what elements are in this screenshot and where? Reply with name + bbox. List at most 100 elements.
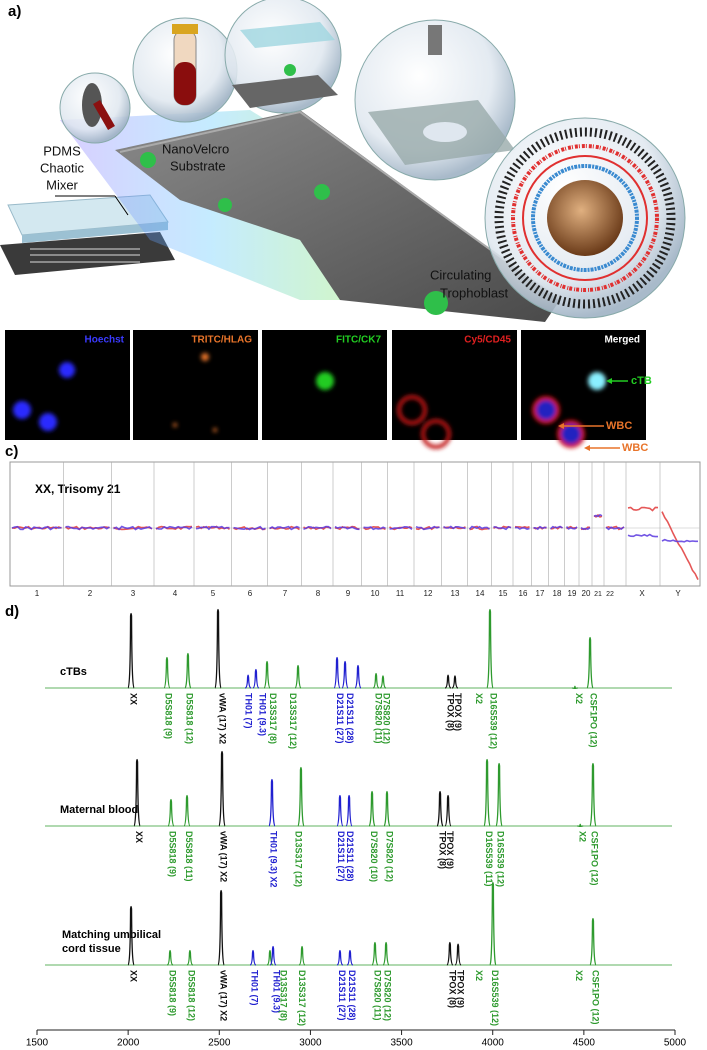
annotation: WBC [606, 420, 632, 432]
panel-c: 1 2 3 4 5 6 7 8 9 10 11 12 13 14 15 16 17 18 19 20 21 22 X Y [10, 462, 700, 598]
peak-label: D7S820 (12) [383, 970, 393, 1021]
chromosome-label: 5 [211, 589, 216, 598]
chromosome-label: 7 [283, 589, 288, 598]
image-tile [133, 330, 258, 440]
peak [444, 794, 452, 827]
peak-label: D21S11 (27) [335, 693, 345, 744]
peak-label: D5S818 (11) [184, 831, 194, 882]
peak-label: TPOX (9) [453, 693, 463, 731]
peak-label: D21S11 (27) [337, 970, 347, 1021]
chromosome-label: 3 [131, 589, 136, 598]
peak-label: X2 [578, 831, 588, 842]
peak-label: D5S818 (12) [187, 970, 197, 1021]
peak-label: D16S539 (12) [496, 831, 506, 887]
peak-label: D21S11 (28) [345, 831, 355, 882]
peak-label: TPOX (9) [456, 970, 466, 1008]
channel-label: Merged [604, 335, 640, 346]
cnv-frame [9, 461, 701, 587]
chromosome-label: 10 [371, 589, 380, 598]
peak [354, 664, 362, 689]
label-line: Trophoblast [440, 285, 509, 300]
label-line: Circulating [430, 267, 491, 282]
cnv-trace [593, 513, 603, 518]
slide-hole [423, 122, 467, 142]
nanovelcro-substrate [115, 110, 560, 322]
cnv-trace [514, 526, 530, 531]
peak-label: CSF1PO (12) [590, 970, 600, 1025]
cnv-trace [661, 511, 699, 580]
peak-label: D7S820 (11) [373, 970, 383, 1021]
cell-images [13, 353, 606, 449]
chromosome-label: 12 [424, 589, 433, 598]
cnv-trace [303, 525, 332, 530]
chromosome-label: 8 [316, 589, 321, 598]
chromosome-label: 22 [606, 591, 614, 598]
peak [127, 612, 135, 689]
peak [446, 941, 454, 966]
cnv-trace [155, 525, 193, 530]
cnv-trace [605, 526, 625, 531]
label-line: PDMS [43, 143, 81, 158]
panel-label: c) [5, 443, 18, 460]
peak-label: D16S539 (12) [488, 693, 498, 749]
peak-label: D16S539 (12) [490, 970, 500, 1026]
peak-label: CSF1PO (12) [590, 831, 600, 886]
peak-label: TH01 (7) [250, 970, 260, 1006]
circos-ring-red [511, 144, 659, 292]
peak-label: D13S317 (12) [288, 693, 298, 749]
peak [589, 917, 597, 966]
substrate-label: NanoVelcro Substrate [162, 141, 229, 173]
panel-label: d) [5, 603, 19, 620]
peak-label: X2 [474, 970, 484, 981]
chromosome-label: 16 [519, 589, 528, 598]
annotation-arrows [558, 378, 628, 451]
fetus-image [547, 180, 623, 256]
peak-label: D21S11 (28) [347, 970, 357, 1021]
cnv-trace [443, 525, 466, 530]
cnv-trace [493, 525, 512, 531]
cell [284, 64, 296, 76]
peak [495, 762, 503, 827]
cnv-title: XX, Trisomy 21 [35, 482, 121, 496]
cnv-trace [468, 525, 490, 530]
circos-ideogram [494, 127, 676, 309]
channel-label: Cy5/CD45 [464, 335, 511, 346]
chromosome-label: 11 [396, 589, 405, 598]
circos-ring-blue [531, 164, 639, 272]
peak [336, 949, 344, 966]
peak [294, 664, 302, 689]
peak-label: X2 [474, 693, 484, 704]
chip-layer [240, 22, 335, 48]
tube-blood [174, 62, 196, 105]
peak [263, 660, 271, 689]
peak [379, 675, 387, 689]
peak [454, 943, 462, 966]
peak-label: D7S820 (10) [369, 831, 379, 882]
peak-label: X2 [574, 693, 584, 704]
peak [163, 656, 171, 689]
microscope [428, 25, 442, 55]
substrate-edge [119, 110, 561, 301]
peak [269, 945, 277, 966]
peak-label: D21S11 (28) [345, 693, 355, 744]
peak-label: vWA (17) X2 [219, 831, 229, 882]
chromosome-label: 13 [451, 589, 460, 598]
peak-label: TPOX (8) [446, 693, 456, 731]
substrate-chip [232, 75, 338, 108]
cnv-trace [389, 525, 413, 530]
cnv-trace [334, 525, 360, 531]
peak-label: D13S317 (12) [293, 831, 303, 887]
peak [249, 949, 257, 966]
peak [483, 758, 491, 827]
peak [133, 758, 141, 827]
image-tile [5, 330, 130, 440]
peak [382, 941, 390, 966]
peak [252, 668, 260, 689]
peak [589, 762, 597, 827]
x-tick-label: 1500 [26, 1038, 49, 1049]
chip-channels [30, 248, 140, 263]
leader-line [114, 195, 129, 216]
peak-label: D5S818 (12) [184, 693, 194, 744]
channel-label: TRITC/HLAG [191, 335, 252, 346]
